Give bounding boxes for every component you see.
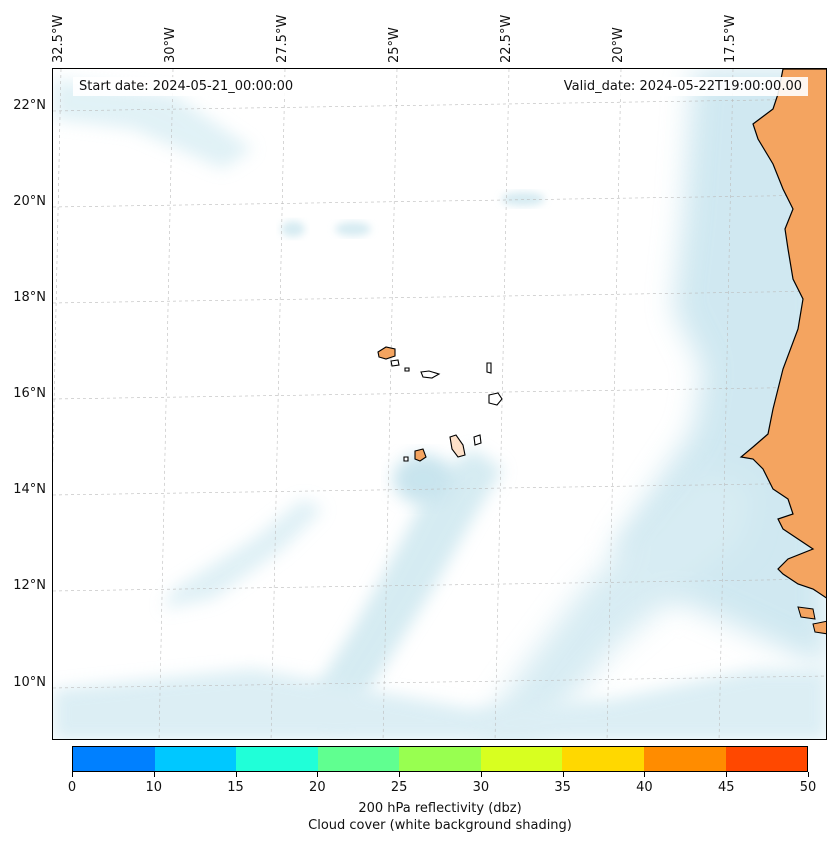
meridian-line [494, 69, 510, 739]
latitude-label: 10°N [13, 675, 46, 690]
longitude-label: 25°W [387, 27, 402, 63]
cloud-blob-north [281, 221, 305, 237]
colorbar-tick [808, 772, 809, 777]
meridian-line [270, 69, 286, 739]
cloud-cover-layer [53, 69, 826, 739]
colorbar-tick-label: 0 [67, 780, 77, 795]
colorbar [72, 746, 808, 772]
colorbar-tick-label: 30 [472, 780, 490, 795]
graticule [53, 69, 826, 739]
cloud-island-blob [393, 454, 453, 504]
meridian-line [382, 69, 398, 739]
longitude-label: 20°W [611, 27, 626, 63]
island-sao-nicolau [420, 370, 441, 379]
latitude-label: 18°N [13, 290, 46, 305]
colorbar-tick [562, 772, 564, 777]
map-panel: Start date: 2024-05-21_00:00:00 Valid_da… [52, 68, 827, 740]
cloud-blob-north2 [335, 222, 371, 236]
cloud-west-band [163, 499, 323, 609]
colorbar-segment [643, 747, 726, 771]
colorbar-tick [480, 772, 482, 777]
colorbar-tick-label: 50 [799, 780, 817, 795]
colorbar-tick-label: 40 [636, 780, 653, 795]
meridian-line [606, 69, 622, 739]
colorbar-tick [726, 772, 728, 777]
colorbar-segment [725, 747, 808, 771]
cloud-blob-ne [501, 192, 545, 206]
longitude-label: 32.5°W [51, 14, 66, 63]
cape-verde-islands [377, 346, 503, 462]
longitude-label: 17.5°W [723, 14, 738, 63]
cloud-central-band [303, 449, 503, 729]
colorbar-tick-label: 20 [309, 780, 326, 795]
island-sal [486, 362, 492, 374]
meridian-line [53, 69, 62, 468]
latitude-label: 14°N [13, 482, 46, 497]
start-date-label: Start date: 2024-05-21_00:00:00 [73, 77, 300, 96]
colorbar-segment [399, 747, 481, 771]
island-santo-antao [377, 346, 396, 360]
colorbar-segment [562, 747, 644, 771]
latitude-label: 22°N [13, 98, 46, 113]
longitude-label: 30°W [163, 27, 178, 63]
island-sao-vicente [390, 359, 400, 367]
cloud-diagonal-band [474, 469, 753, 739]
colorbar-tick-label: 25 [390, 780, 408, 795]
colorbar-segment [317, 747, 400, 771]
colorbar-segment [73, 747, 155, 771]
colorbar-segment [236, 747, 318, 771]
cloud-northwest-band [53, 79, 253, 169]
island-santa-luzia [404, 367, 410, 372]
colorbar-tick [399, 772, 401, 777]
colorbar-tick-label: 35 [554, 780, 571, 795]
colorbar-segment [480, 747, 563, 771]
colorbar-segment [154, 747, 237, 771]
island-fogo [414, 448, 427, 462]
colorbar-tick-label: 15 [227, 780, 244, 795]
colorbar-subtitle: Cloud cover (white background shading) [308, 818, 572, 833]
longitude-label: 27.5°W [275, 14, 290, 63]
colorbar-tick [644, 772, 646, 777]
colorbar-tick-label: 10 [145, 780, 163, 795]
longitude-label: 22.5°W [499, 14, 514, 63]
island-santiago [449, 434, 466, 458]
island-maio [473, 434, 482, 446]
colorbar-title: 200 hPa reflectivity (dbz) [358, 801, 522, 816]
africa-landmass [739, 69, 826, 599]
island-boa-vista [488, 392, 503, 406]
bissagos-islands [797, 606, 826, 635]
valid-date-label: Valid_date: 2024-05-22T19:00:00.00 [557, 77, 808, 96]
colorbar-tick [235, 772, 237, 777]
colorbar-tick [317, 772, 319, 777]
cloud-south-band [53, 669, 826, 739]
colorbar-tick-label: 45 [717, 780, 735, 795]
colorbar-tick [153, 772, 155, 777]
map-canvas [53, 69, 826, 739]
meridian-line [158, 69, 174, 739]
latitude-label: 16°N [13, 386, 46, 401]
latitude-label: 12°N [13, 578, 46, 593]
latitude-label: 20°N [13, 194, 46, 209]
meridian-line [718, 69, 734, 739]
island-brava [403, 456, 409, 462]
colorbar-tick [72, 772, 73, 777]
